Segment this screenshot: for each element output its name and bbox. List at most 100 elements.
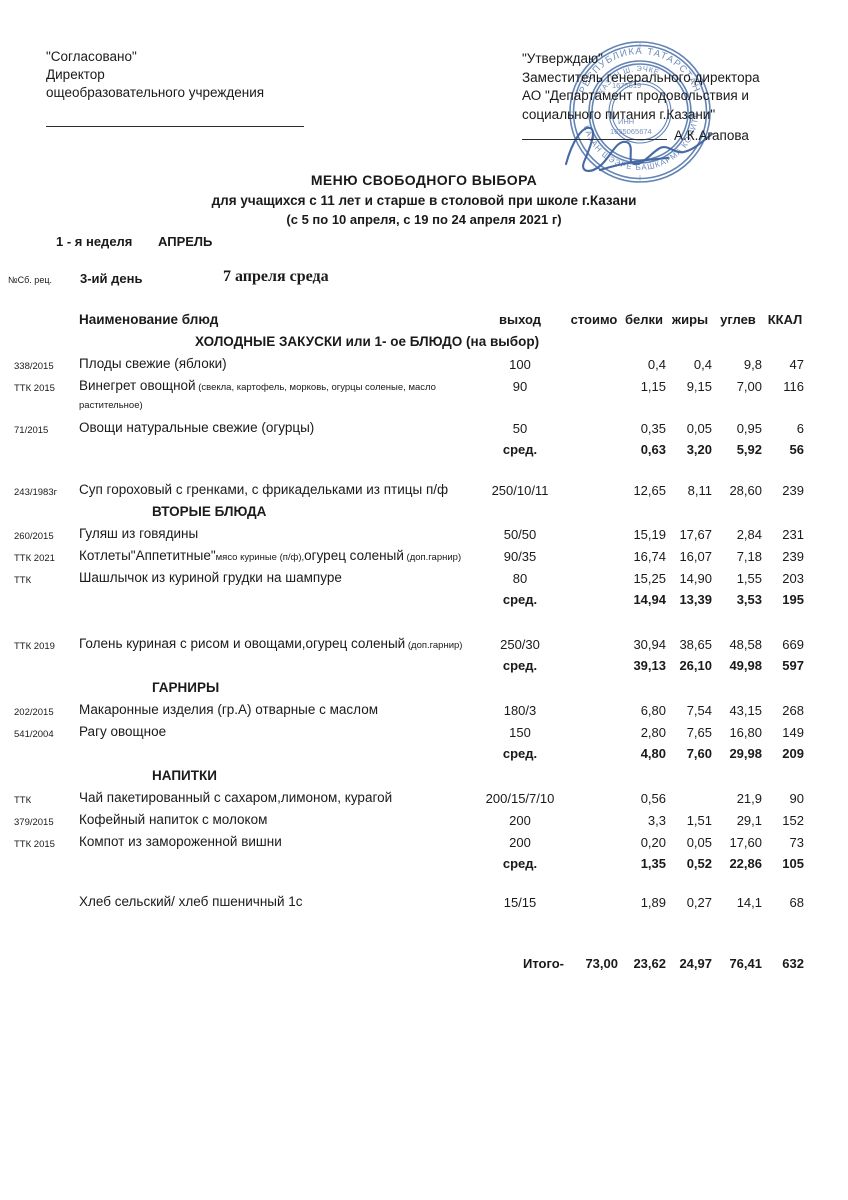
cell-protein: 16,74 — [633, 549, 666, 564]
cell-kcal: 6 — [796, 421, 804, 436]
cell-carb: 7,18 — [736, 549, 762, 564]
approval-right-line3: АО "Департамент продовольствия и — [522, 88, 749, 103]
cell-output: 250/10/11 — [491, 483, 549, 498]
average-label: сред. — [502, 856, 538, 871]
average-cell-protein: 1,35 — [640, 856, 666, 871]
cell-kcal: 239 — [782, 483, 804, 498]
row-dish-name: Кофейный напиток с молоком — [79, 812, 268, 827]
column-header-kcal: ККАЛ — [767, 312, 803, 327]
row-dish-name: Компот из замороженной вишни — [79, 834, 282, 849]
cell-carb: 9,8 — [743, 357, 762, 372]
row-dish-name: Голень куриная с рисом и овощами,огурец … — [79, 636, 463, 651]
cell-kcal: 268 — [782, 703, 804, 718]
row-dish-name: Чай пакетированный с сахаром,лимоном, ку… — [79, 790, 393, 805]
section-title-5: НАПИТКИ — [152, 768, 217, 783]
row-recipe-code: ТТК — [14, 795, 32, 806]
row-dish-extra: (доп.гарнир) — [403, 552, 462, 563]
cell-protein: 1,89 — [640, 895, 666, 910]
cell-fat: 38,65 — [679, 637, 712, 652]
cell-fat: 0,4 — [693, 357, 712, 372]
cell-protein: 15,19 — [633, 527, 666, 542]
cell-protein: 0,56 — [640, 791, 666, 806]
row-recipe-code: 260/2015 — [14, 531, 54, 542]
cell-output: 200 — [509, 813, 531, 828]
row-recipe-code: 243/1983г — [14, 487, 58, 498]
day-number: 3-ий день — [80, 271, 143, 286]
cell-carb: 21,9 — [736, 791, 762, 806]
total-label: Итого- — [523, 956, 564, 971]
column-header-name: Наименование блюд — [79, 312, 219, 327]
approval-block-right: "Утверждаю" Заместитель генерального дир… — [522, 50, 760, 147]
average-label: сред. — [502, 442, 538, 457]
cell-carb: 14,1 — [736, 895, 762, 910]
cell-output: 100 — [509, 357, 531, 372]
column-header-protein: белки — [624, 312, 664, 327]
column-header-carb: углев — [720, 312, 756, 327]
approval-right-line2: Заместитель генерального директора — [522, 69, 760, 85]
cell-output: 200/15/7/10 — [485, 791, 555, 806]
page-subtitle: для учащихся с 11 лет и старше в столово… — [211, 193, 637, 208]
row-recipe-code: ТТК 2015 — [14, 383, 55, 394]
cell-fat: 17,67 — [679, 527, 712, 542]
average-cell-kcal: 56 — [789, 442, 804, 457]
column-header-fat: жиры — [671, 312, 709, 327]
row-recipe-code: 338/2015 — [14, 361, 54, 372]
row-recipe-code: 202/2015 — [14, 707, 54, 718]
average-label: сред. — [502, 592, 538, 607]
week-label-row: 1 - я неделя АПРЕЛЬ — [56, 234, 212, 249]
total-cell-cost: 73,00 — [585, 956, 618, 971]
cell-fat: 7,54 — [686, 703, 712, 718]
cell-output: 180/3 — [503, 703, 537, 718]
row-dish-name: Овощи натуральные свежие (огурцы) — [79, 420, 315, 435]
cell-protein: 0,20 — [640, 835, 666, 850]
page-title: МЕНЮ СВОБОДНОГО ВЫБОРА — [310, 172, 538, 188]
column-header-cost: стоимо — [570, 312, 618, 327]
week-label: 1 - я неделя — [56, 234, 133, 249]
cell-fat: 9,15 — [686, 379, 712, 394]
cell-carb: 28,60 — [729, 483, 762, 498]
cell-fat: 0,05 — [686, 421, 712, 436]
row-recipe-code: 379/2015 — [14, 817, 54, 828]
average-cell-kcal: 105 — [782, 856, 804, 871]
average-label: сред. — [502, 658, 538, 673]
signer-row: А.К.Агапова — [522, 127, 760, 147]
cell-protein: 0,4 — [647, 357, 666, 372]
row-dish-name: Хлеб сельский/ хлеб пшеничный 1с — [79, 894, 303, 909]
total-cell-fat: 24,97 — [679, 956, 712, 971]
row-recipe-code: ТТК 2015 — [14, 839, 55, 850]
signature-line-right — [522, 139, 667, 140]
cell-protein: 0,35 — [640, 421, 666, 436]
cell-output: 250/30 — [500, 637, 540, 652]
cell-output: 90 — [512, 379, 528, 394]
average-cell-protein: 14,94 — [633, 592, 666, 607]
row-dish-name: Винегрет овощной (свекла, картофель, мор… — [79, 378, 436, 393]
signer-name: А.К.Агапова — [674, 128, 749, 143]
row-dish-continuation: растительное) — [79, 400, 143, 411]
total-cell-protein: 23,62 — [633, 956, 666, 971]
cell-kcal: 116 — [783, 379, 804, 394]
cell-protein: 15,25 — [633, 571, 666, 586]
cell-output: 50 — [512, 421, 528, 436]
average-cell-protein: 4,80 — [640, 746, 666, 761]
approval-left-line2: Директор — [46, 67, 105, 82]
average-cell-protein: 0,63 — [640, 442, 666, 457]
cell-carb: 16,80 — [729, 725, 762, 740]
average-cell-carb: 3,53 — [736, 592, 762, 607]
cell-carb: 7,00 — [736, 379, 762, 394]
total-cell-carb: 76,41 — [729, 956, 762, 971]
row-dish-name: Макаронные изделия (гр.А) отварные с мас… — [79, 702, 378, 717]
cell-output: 50/50 — [503, 527, 537, 542]
section-title-2: ВТОРЫЕ БЛЮДА — [152, 504, 267, 519]
cell-carb: 17,60 — [729, 835, 762, 850]
cell-output: 15/15 — [503, 895, 537, 910]
month-label: АПРЕЛЬ — [158, 234, 213, 249]
approval-left-line3: ощеобразовательного учреждения — [46, 85, 265, 100]
cell-fat: 0,27 — [686, 895, 712, 910]
cell-kcal: 239 — [782, 549, 804, 564]
cell-carb: 29,1 — [736, 813, 762, 828]
cell-carb: 48,58 — [729, 637, 762, 652]
row-recipe-code: ТТК 2019 — [14, 641, 55, 652]
approval-right-line1: "Утверждаю" — [522, 51, 603, 66]
cell-kcal: 152 — [782, 813, 804, 828]
average-cell-carb: 22,86 — [729, 856, 762, 871]
